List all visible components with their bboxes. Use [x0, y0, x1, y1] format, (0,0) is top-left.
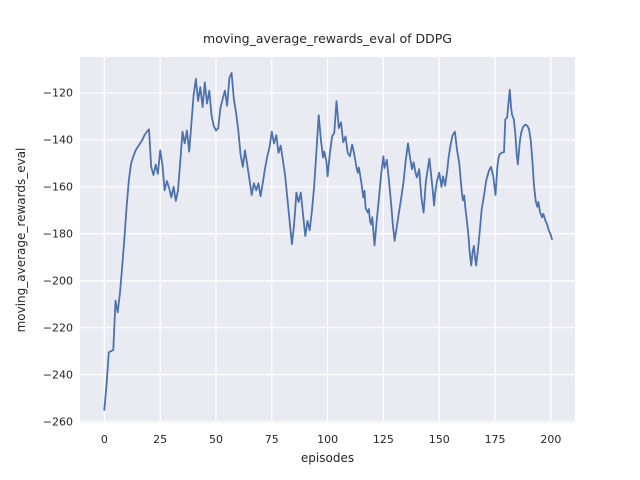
x-tick-label: 50	[209, 433, 223, 446]
y-tick-label: −260	[43, 415, 73, 428]
y-axis-label: moving_average_rewards_eval	[14, 147, 28, 333]
y-tick-label: −160	[43, 181, 73, 194]
data-line	[103, 72, 553, 411]
x-tick-label: 75	[265, 433, 279, 446]
x-tick-label: 0	[101, 433, 108, 446]
x-axis-label: episodes	[300, 451, 355, 465]
y-tick-label: −240	[43, 368, 73, 381]
y-tick-label: −120	[43, 87, 73, 100]
y-tick-label: −200	[43, 275, 73, 288]
y-tick-label: −220	[43, 321, 73, 334]
x-tick-label: 200	[540, 433, 561, 446]
x-tick-label: 150	[429, 433, 450, 446]
x-tick-label: 100	[317, 433, 338, 446]
y-tick-label: −180	[43, 228, 73, 241]
x-tick-label: 175	[485, 433, 506, 446]
y-tick-label: −140	[43, 134, 73, 147]
chart-title: moving_average_rewards_eval of DDPG	[203, 31, 452, 46]
x-tick-label: 125	[373, 433, 394, 446]
x-tick-label: 25	[153, 433, 167, 446]
